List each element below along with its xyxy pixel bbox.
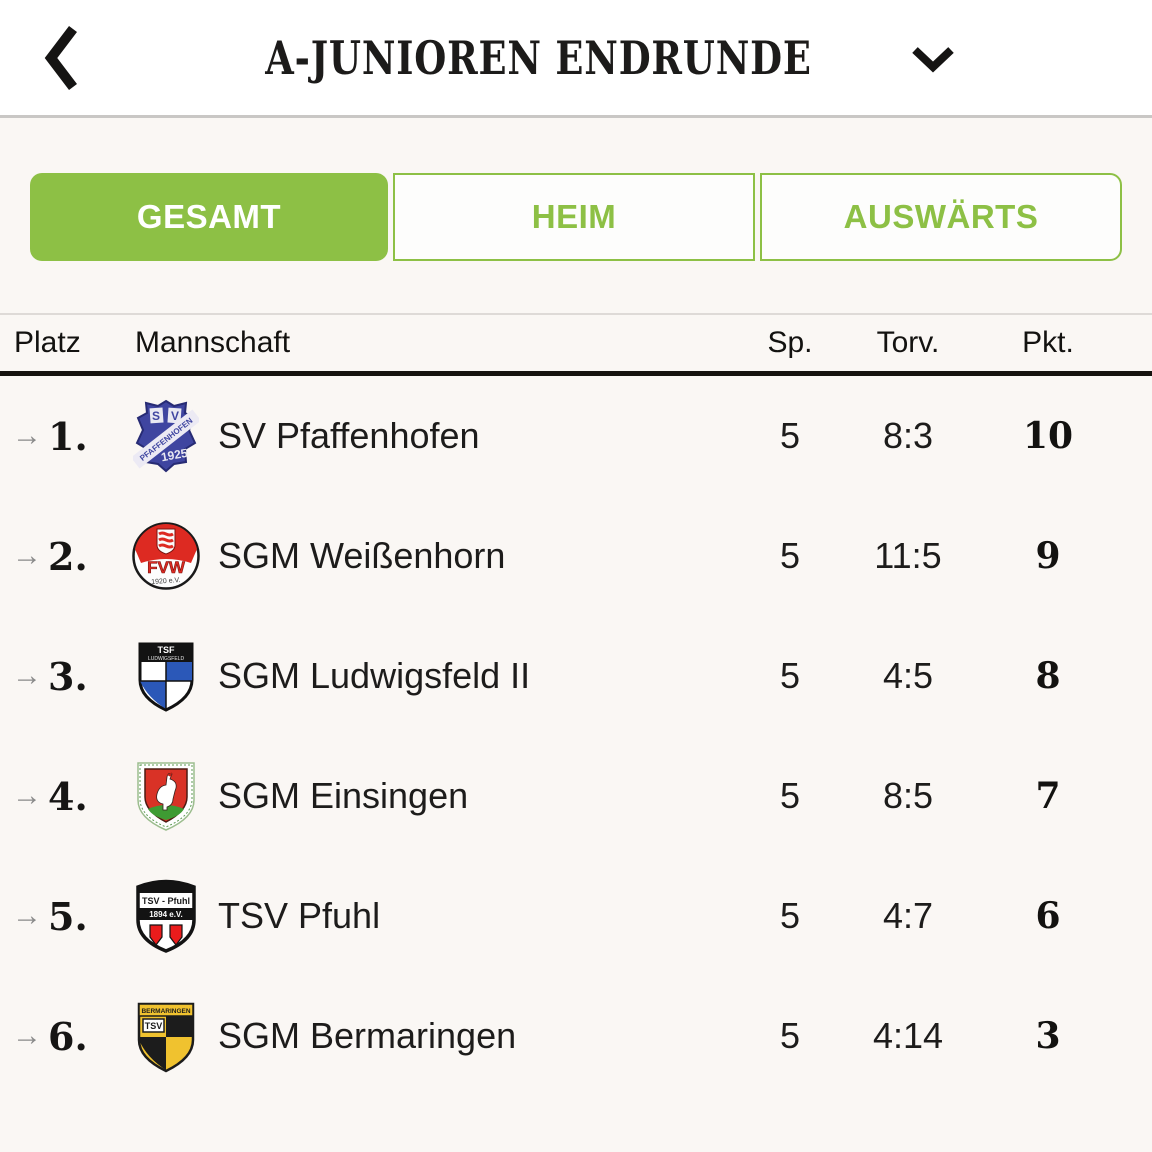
table-row[interactable]: → 4. SGM Einsingen 5 8:5 7: [0, 736, 1152, 856]
games-played: 5: [779, 535, 801, 576]
points: 10: [1022, 415, 1074, 457]
table-row[interactable]: → 6. BERMARINGEN TSV SGM Bermaringen 5 4…: [0, 976, 1152, 1096]
tsv-bermaringen-logo: BERMARINGEN TSV: [118, 998, 214, 1074]
team-name: TSV Pfuhl: [218, 895, 381, 936]
trend-arrow-icon: →: [12, 779, 42, 812]
points: 7: [1035, 775, 1061, 817]
rank-label: 2.: [48, 533, 88, 579]
rank-label: 3.: [48, 653, 88, 699]
tsv-pfuhl-logo: TSV - Pfuhl 1894 e.V.: [118, 878, 214, 954]
goal-ratio: 4:14: [872, 1015, 944, 1056]
trend-arrow-icon: →: [12, 659, 42, 692]
chevron-down-icon: [910, 43, 956, 73]
games-played: 5: [779, 775, 801, 816]
page-title: A-JUNIOREN ENDRUNDE: [264, 30, 812, 85]
col-header-pkt: Pkt.: [1022, 326, 1074, 359]
tab-auswaerts[interactable]: AUSWÄRTS: [760, 173, 1122, 261]
points: 3: [1035, 1015, 1061, 1057]
col-header-mannschaft: Mannschaft: [135, 326, 291, 359]
trend-arrow-icon: →: [12, 539, 42, 572]
goal-ratio: 4:5: [882, 655, 934, 696]
svg-text:V: V: [171, 409, 179, 423]
competition-title-dropdown[interactable]: A-JUNIOREN ENDRUNDE: [197, 31, 956, 85]
col-header-platz: Platz: [14, 326, 81, 359]
goal-ratio: 8:3: [882, 415, 934, 456]
games-played: 5: [779, 655, 801, 696]
team-name: SGM Ludwigsfeld II: [218, 655, 531, 696]
trend-arrow-icon: →: [12, 899, 42, 932]
col-header-sp: Sp.: [767, 326, 813, 359]
svg-text:TSV - Pfuhl: TSV - Pfuhl: [142, 896, 190, 906]
games-played: 5: [779, 415, 801, 456]
team-name: SGM Bermaringen: [218, 1015, 517, 1056]
svg-text:LUDWIGSFELD: LUDWIGSFELD: [148, 656, 185, 662]
col-header-torv: Torv.: [876, 326, 940, 359]
team-name: SV Pfaffenhofen: [218, 415, 480, 456]
points: 9: [1035, 535, 1061, 577]
svg-text:S: S: [152, 409, 160, 423]
points: 6: [1035, 895, 1061, 937]
svg-text:BERMARINGEN: BERMARINGEN: [141, 1008, 190, 1015]
svg-text:FVW: FVW: [147, 558, 186, 577]
team-name: SGM Weißenhorn: [218, 535, 506, 576]
games-played: 5: [779, 1015, 801, 1056]
rank-label: 1.: [48, 413, 88, 459]
table-row[interactable]: → 1. S V PFAFFENHOFEN 1925 SV Pfaffenhof…: [0, 376, 1152, 496]
fvw-weissenhorn-logo: FVW 1920 e.V.: [118, 521, 214, 591]
svg-text:TSF: TSF: [158, 645, 176, 655]
table-row[interactable]: → 2. FVW 1920 e.V. SGM Weißenhorn 5 11:5…: [0, 496, 1152, 616]
trend-arrow-icon: →: [12, 1019, 42, 1052]
back-button[interactable]: [36, 23, 84, 93]
tab-gesamt[interactable]: GESAMT: [30, 173, 388, 261]
trend-arrow-icon: →: [12, 419, 42, 452]
svg-text:1894 e.V.: 1894 e.V.: [149, 910, 183, 919]
rank-label: 4.: [48, 773, 88, 819]
svg-text:1920 e.V.: 1920 e.V.: [151, 577, 181, 586]
table-row[interactable]: → 3. TSF LUDWIGSFELD SGM Ludwigsfeld II …: [0, 616, 1152, 736]
rank-label: 6.: [48, 1013, 88, 1059]
goal-ratio: 11:5: [874, 535, 942, 576]
table-row[interactable]: → 5. TSV - Pfuhl 1894 e.V. TSV Pfuhl 5 4…: [0, 856, 1152, 976]
rank-label: 5.: [48, 893, 88, 939]
table-filter-tabs: GESAMT HEIM AUSWÄRTS: [30, 173, 1122, 261]
goal-ratio: 8:5: [882, 775, 934, 816]
games-played: 5: [779, 895, 801, 936]
sgm-einsingen-logo: [118, 760, 214, 832]
tsf-ludwigsfeld-logo: TSF LUDWIGSFELD: [118, 640, 214, 712]
chevron-left-icon: [43, 25, 77, 91]
table-header-row: Platz Mannschaft Sp. Torv. Pkt.: [0, 313, 1152, 376]
goal-ratio: 4:7: [882, 895, 934, 936]
sv-pfaffenhofen-logo: S V PFAFFENHOFEN 1925: [118, 399, 214, 473]
svg-text:TSV: TSV: [145, 1021, 163, 1031]
app-header: A-JUNIOREN ENDRUNDE: [0, 0, 1152, 118]
team-name: SGM Einsingen: [218, 775, 469, 816]
points: 8: [1035, 655, 1061, 697]
svg-text:1925: 1925: [160, 446, 189, 464]
tab-heim[interactable]: HEIM: [393, 173, 755, 261]
